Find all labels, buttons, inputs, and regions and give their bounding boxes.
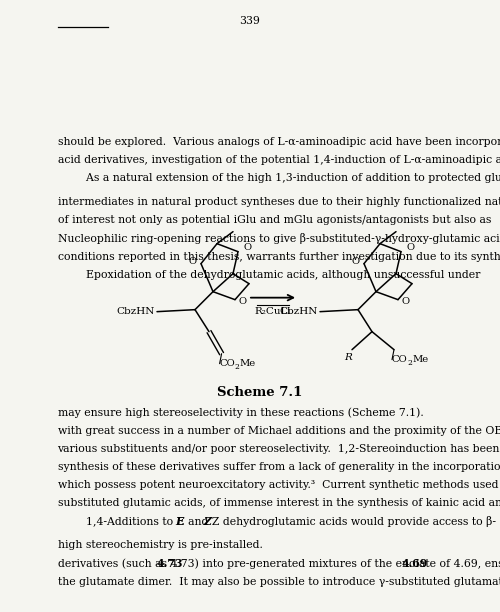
Text: may ensure high stereoselectivity in these reactions (Scheme 7.1).: may ensure high stereoselectivity in the… — [58, 408, 423, 418]
Text: with great success in a number of Michael additions and the proximity of the OBO: with great success in a number of Michae… — [58, 425, 500, 436]
Text: the glutamate dimer.  It may also be possible to introduce γ-substituted glutama: the glutamate dimer. It may also be poss… — [58, 577, 500, 586]
Text: Me: Me — [412, 355, 428, 364]
Text: conditions reported in this thesis, warrants further investigation due to its sy: conditions reported in this thesis, warr… — [58, 252, 500, 261]
Text: 339: 339 — [240, 17, 260, 26]
Text: O: O — [239, 297, 247, 306]
Text: O: O — [402, 297, 410, 306]
Text: 1,4-Additions to E and Z dehydroglutamic acids would provide access to β-: 1,4-Additions to E and Z dehydroglutamic… — [58, 516, 496, 527]
Text: CbzHN: CbzHN — [280, 307, 318, 316]
Text: various substituents and/or poor stereoselectivity.  1,2-Stereoinduction has bee: various substituents and/or poor stereos… — [58, 444, 500, 453]
Text: 4.69: 4.69 — [402, 558, 428, 569]
Text: O: O — [189, 257, 197, 266]
Text: acid derivatives, investigation of the potential 1,4-induction of L-α-aminoadipi: acid derivatives, investigation of the p… — [58, 155, 500, 165]
Text: CO: CO — [220, 359, 236, 368]
Text: synthesis of these derivatives suffer from a lack of generality in the incorpora: synthesis of these derivatives suffer fr… — [58, 461, 500, 472]
Text: O: O — [244, 243, 252, 252]
Text: O: O — [352, 257, 360, 266]
Text: of interest not only as potential iGlu and mGlu agonists/antagonists but also as: of interest not only as potential iGlu a… — [58, 215, 491, 225]
Text: O: O — [407, 243, 415, 252]
Text: derivatives (such as 4.73) into pre-generated mixtures of the enolate of 4.69, e: derivatives (such as 4.73) into pre-gene… — [58, 558, 500, 569]
Text: which possess potent neuroexcitatory activity.³  Current synthetic methods used : which possess potent neuroexcitatory act… — [58, 480, 500, 490]
Text: Z: Z — [204, 516, 212, 527]
Text: CO: CO — [392, 355, 408, 364]
Text: substituted glutamic acids, of immense interest in the synthesis of kainic acid : substituted glutamic acids, of immense i… — [58, 498, 500, 508]
Text: Scheme 7.1: Scheme 7.1 — [218, 386, 302, 399]
Text: intermediates in natural product syntheses due to their highly functionalized na: intermediates in natural product synthes… — [58, 198, 500, 207]
Text: E: E — [176, 516, 184, 527]
Text: Nucleophilic ring-opening reactions to give β-substituted-γ-hydroxy-glutamic aci: Nucleophilic ring-opening reactions to g… — [58, 233, 500, 244]
Text: 2: 2 — [407, 359, 412, 367]
Text: 2: 2 — [234, 363, 240, 371]
Text: Me: Me — [240, 359, 256, 368]
Text: CbzHN: CbzHN — [116, 307, 155, 316]
Text: R: R — [344, 353, 352, 362]
Text: should be explored.  Various analogs of L-α-aminoadipic acid have been incorpora: should be explored. Various analogs of L… — [58, 137, 500, 147]
Text: 4.73: 4.73 — [156, 558, 183, 569]
Text: high stereochemistry is pre-installed.: high stereochemistry is pre-installed. — [58, 540, 262, 550]
Text: As a natural extension of the high 1,3-induction of addition to protected glutam: As a natural extension of the high 1,3-i… — [58, 173, 500, 183]
Text: Epoxidation of the dehydroglutamic acids, although unsuccessful under: Epoxidation of the dehydroglutamic acids… — [58, 269, 480, 280]
Text: R₂CuLi: R₂CuLi — [254, 307, 292, 316]
